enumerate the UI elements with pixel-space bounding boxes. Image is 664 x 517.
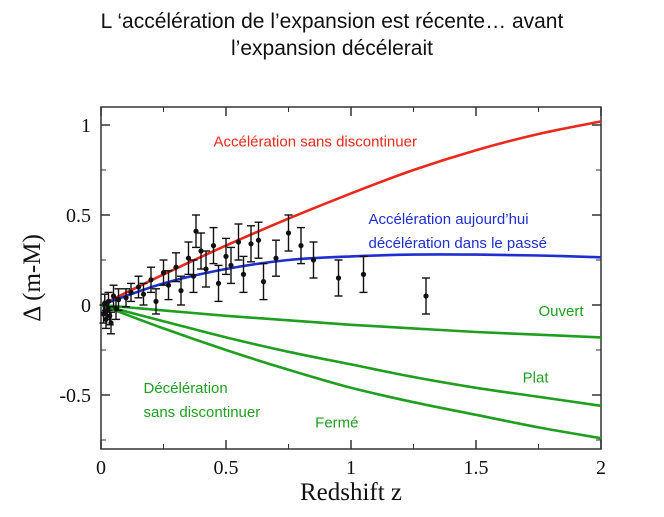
data-point xyxy=(127,282,135,303)
supernova-points xyxy=(99,214,430,335)
point-marker xyxy=(153,298,159,304)
point-marker xyxy=(235,239,242,245)
curve-annotation: Ouvert xyxy=(538,303,584,320)
point-marker xyxy=(228,262,234,268)
point-marker xyxy=(190,273,197,279)
curve-annotation: Plat xyxy=(523,369,550,386)
data-point xyxy=(139,282,148,306)
data-point xyxy=(177,275,185,306)
annotation-line: Décélération xyxy=(144,380,228,397)
data-point xyxy=(107,311,115,335)
point-marker xyxy=(135,284,142,290)
data-point xyxy=(227,246,235,285)
point-marker xyxy=(140,291,147,297)
model-curve-red-0 xyxy=(100,120,602,307)
x-tick-label: 1.5 xyxy=(464,457,489,479)
annotation-line: Ouvert xyxy=(538,303,584,320)
x-tick-label: 0.5 xyxy=(214,457,239,479)
data-point xyxy=(247,225,255,263)
x-tick-label: 0 xyxy=(96,457,106,479)
data-point xyxy=(164,270,173,301)
point-marker xyxy=(285,230,292,236)
point-marker xyxy=(198,248,204,254)
point-marker xyxy=(178,288,184,294)
point-marker xyxy=(335,275,342,281)
axis-ticks: 0 0.5 1 1.5 2 1 0.5 0 -0.5 xyxy=(59,107,606,479)
data-point xyxy=(214,264,223,303)
point-marker xyxy=(203,266,209,272)
x-tick-label: 2 xyxy=(596,457,606,479)
curve-annotation: Accélération aujourd’hui décélération dan… xyxy=(369,211,547,252)
data-point xyxy=(309,241,318,279)
point-marker xyxy=(240,271,247,277)
point-marker xyxy=(223,253,229,259)
y-axis-label: Δ (m-M) xyxy=(19,234,46,322)
point-marker xyxy=(215,280,222,286)
data-point xyxy=(422,277,430,315)
y-tick-label: -0.5 xyxy=(59,385,91,407)
data-point xyxy=(202,250,210,288)
point-marker xyxy=(210,243,217,249)
point-marker xyxy=(360,271,367,277)
chart-title-line-2: l’expansion décélerait xyxy=(231,37,433,60)
data-point xyxy=(209,226,218,265)
model-curve-green-4 xyxy=(100,303,602,440)
chart-title-line-1: L ‘accélération de l’expansion est récen… xyxy=(100,10,564,33)
point-marker xyxy=(423,293,429,299)
model-curve-green-3 xyxy=(100,303,602,408)
data-point xyxy=(114,288,123,312)
point-marker xyxy=(260,279,267,285)
annotation-line: Accélération sans discontinuer xyxy=(214,134,417,151)
data-point xyxy=(192,214,200,249)
data-point xyxy=(284,214,293,252)
point-marker xyxy=(298,243,304,249)
x-axis-label: Redshift z xyxy=(300,479,402,506)
data-point xyxy=(259,262,268,301)
annotation-line: sans discontinuer xyxy=(144,404,261,421)
curve-annotation: Fermé xyxy=(315,414,358,431)
data-point xyxy=(297,226,305,265)
model-curve-green-2 xyxy=(100,303,602,339)
data-point xyxy=(334,259,343,297)
point-marker xyxy=(255,237,262,243)
point-marker xyxy=(115,297,122,303)
point-marker xyxy=(108,320,114,326)
y-tick-label: 1 xyxy=(81,115,91,137)
annotation-line: Fermé xyxy=(315,414,358,431)
data-point xyxy=(184,241,193,276)
point-marker xyxy=(165,282,172,288)
data-point xyxy=(172,252,180,283)
data-point xyxy=(239,255,248,294)
curve-annotation: Décélération sans discontinuer xyxy=(144,380,261,421)
point-marker xyxy=(123,295,129,301)
y-tick-label: 0.5 xyxy=(66,205,91,227)
annotation-line: Accélération aujourd’hui xyxy=(369,211,529,228)
data-point xyxy=(122,288,130,308)
data-point xyxy=(254,221,263,259)
model-curves xyxy=(100,120,602,440)
data-point xyxy=(134,275,143,299)
curve-annotation: Accélération sans discontinuer xyxy=(214,134,417,151)
model-curve-blue-1 xyxy=(100,253,602,307)
point-marker xyxy=(173,264,179,270)
point-marker xyxy=(273,255,279,261)
point-marker xyxy=(310,257,317,263)
curve-annotations: Accélération sans discontinuer Accélérati… xyxy=(144,134,585,432)
data-point xyxy=(147,266,155,294)
data-point xyxy=(152,288,160,315)
data-point xyxy=(272,239,280,277)
point-marker xyxy=(148,277,154,283)
data-point xyxy=(189,259,198,294)
annotation-line: décélération dans le passé xyxy=(369,235,547,252)
point-marker xyxy=(128,289,134,295)
annotation-line: Plat xyxy=(523,369,550,386)
y-tick-label: 0 xyxy=(81,295,91,317)
data-point xyxy=(359,255,368,294)
x-tick-label: 1 xyxy=(346,457,356,479)
data-point xyxy=(234,223,243,261)
point-marker xyxy=(248,241,254,247)
data-point xyxy=(222,237,230,276)
point-marker xyxy=(105,298,112,304)
